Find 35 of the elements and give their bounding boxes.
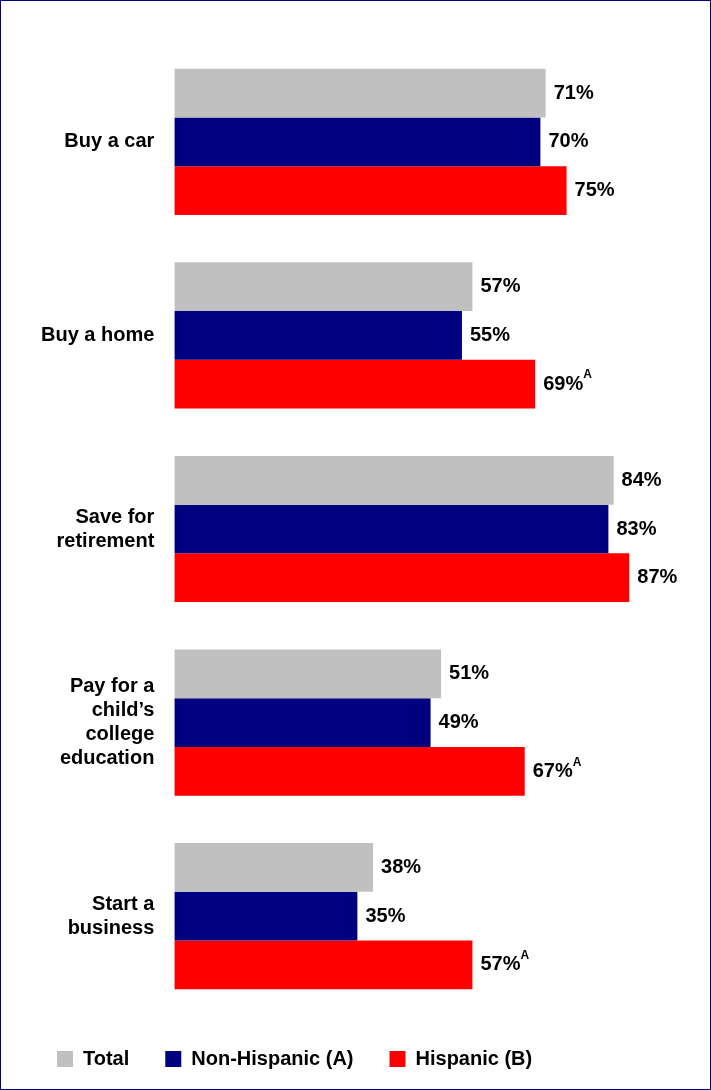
bar bbox=[174, 166, 567, 215]
bar bbox=[174, 68, 546, 118]
data-label: 35% bbox=[365, 903, 406, 926]
legend-label: Non-Hispanic (A) bbox=[191, 1046, 354, 1069]
bar bbox=[174, 311, 462, 360]
bar bbox=[174, 455, 614, 505]
data-label: 57% bbox=[480, 274, 521, 297]
data-label: 49% bbox=[438, 710, 479, 733]
bar bbox=[174, 553, 630, 603]
y-tick-label: Buy a home bbox=[41, 322, 155, 345]
bar bbox=[174, 891, 358, 941]
bar bbox=[174, 843, 374, 892]
bar bbox=[174, 359, 536, 409]
legend-label: Total bbox=[83, 1046, 130, 1069]
y-tick-label: Buy a car bbox=[64, 129, 155, 152]
data-label: 38% bbox=[381, 854, 422, 877]
bar bbox=[174, 117, 541, 167]
bar bbox=[174, 262, 473, 312]
bar bbox=[174, 746, 525, 796]
data-label: 87% bbox=[637, 565, 678, 588]
bar bbox=[174, 698, 431, 747]
data-label: 51% bbox=[449, 661, 490, 684]
bar bbox=[174, 940, 473, 990]
data-label: 84% bbox=[621, 467, 662, 490]
data-label: 83% bbox=[616, 516, 657, 539]
data-label: 75% bbox=[574, 178, 615, 201]
y-tick-label: Start a business bbox=[67, 891, 156, 938]
bar bbox=[174, 649, 442, 699]
data-label: 70% bbox=[548, 129, 589, 152]
y-tick-label: Save for retirement bbox=[56, 504, 155, 551]
data-label: 71% bbox=[553, 80, 594, 103]
data-label: 55% bbox=[469, 322, 511, 345]
y-tick-label: Pay for a child’s college education bbox=[59, 674, 156, 769]
bar bbox=[174, 504, 609, 554]
legend-label: Hispanic (B) bbox=[415, 1046, 533, 1069]
